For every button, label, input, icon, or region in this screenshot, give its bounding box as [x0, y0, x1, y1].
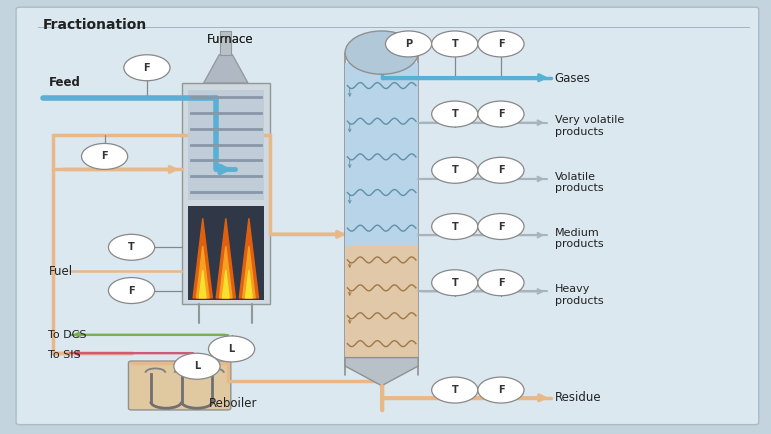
FancyBboxPatch shape: [187, 89, 264, 200]
Text: Very volatile
products: Very volatile products: [555, 115, 624, 137]
Text: T: T: [128, 242, 135, 252]
Circle shape: [432, 270, 478, 296]
Text: F: F: [497, 278, 504, 288]
Text: Reboiler: Reboiler: [208, 398, 257, 411]
Text: Medium
products: Medium products: [555, 228, 604, 250]
Polygon shape: [243, 246, 255, 298]
Polygon shape: [193, 218, 212, 298]
Polygon shape: [245, 270, 252, 298]
Text: F: F: [497, 165, 504, 175]
Text: T: T: [451, 39, 458, 49]
Text: F: F: [101, 151, 108, 161]
Text: P: P: [405, 39, 412, 49]
Text: T: T: [451, 278, 458, 288]
Text: Feed: Feed: [49, 76, 80, 89]
Circle shape: [109, 278, 155, 303]
Text: Furnace: Furnace: [207, 33, 254, 46]
Polygon shape: [200, 270, 206, 298]
Text: T: T: [451, 109, 458, 119]
Text: Residue: Residue: [555, 391, 601, 404]
Circle shape: [82, 144, 128, 169]
Text: F: F: [497, 39, 504, 49]
FancyBboxPatch shape: [16, 7, 759, 424]
Circle shape: [208, 336, 254, 362]
Text: T: T: [451, 385, 458, 395]
Text: To DCS: To DCS: [49, 330, 87, 340]
Text: L: L: [228, 344, 234, 354]
Circle shape: [386, 31, 432, 57]
Circle shape: [432, 157, 478, 183]
Text: Fuel: Fuel: [49, 265, 72, 278]
Text: Volatile
products: Volatile products: [555, 171, 604, 193]
Circle shape: [478, 270, 524, 296]
Text: T: T: [451, 165, 458, 175]
Polygon shape: [223, 270, 229, 298]
Text: T: T: [451, 221, 458, 231]
Circle shape: [478, 377, 524, 403]
Circle shape: [432, 214, 478, 240]
Circle shape: [432, 31, 478, 57]
Circle shape: [478, 157, 524, 183]
FancyBboxPatch shape: [129, 361, 231, 410]
FancyBboxPatch shape: [345, 246, 418, 358]
Polygon shape: [204, 55, 248, 83]
Circle shape: [478, 214, 524, 240]
Text: F: F: [497, 221, 504, 231]
FancyBboxPatch shape: [187, 207, 264, 300]
Polygon shape: [239, 218, 258, 298]
Text: Heavy
products: Heavy products: [555, 284, 604, 306]
Text: F: F: [497, 385, 504, 395]
Text: Fractionation: Fractionation: [43, 18, 147, 32]
Text: To SIS: To SIS: [49, 349, 81, 360]
Circle shape: [109, 234, 155, 260]
Circle shape: [124, 55, 170, 81]
Circle shape: [478, 101, 524, 127]
Polygon shape: [216, 218, 235, 298]
Circle shape: [432, 377, 478, 403]
Text: L: L: [194, 361, 200, 371]
FancyBboxPatch shape: [345, 63, 418, 246]
Text: Gases: Gases: [555, 72, 591, 85]
Text: F: F: [497, 109, 504, 119]
Polygon shape: [345, 358, 418, 386]
Polygon shape: [197, 246, 209, 298]
Text: Furnace: Furnace: [207, 33, 254, 46]
Polygon shape: [220, 246, 232, 298]
Circle shape: [432, 101, 478, 127]
Text: F: F: [128, 286, 135, 296]
FancyBboxPatch shape: [181, 83, 270, 303]
Circle shape: [478, 31, 524, 57]
FancyBboxPatch shape: [221, 31, 231, 55]
Ellipse shape: [345, 31, 418, 74]
Text: F: F: [143, 63, 150, 73]
Circle shape: [173, 353, 220, 379]
